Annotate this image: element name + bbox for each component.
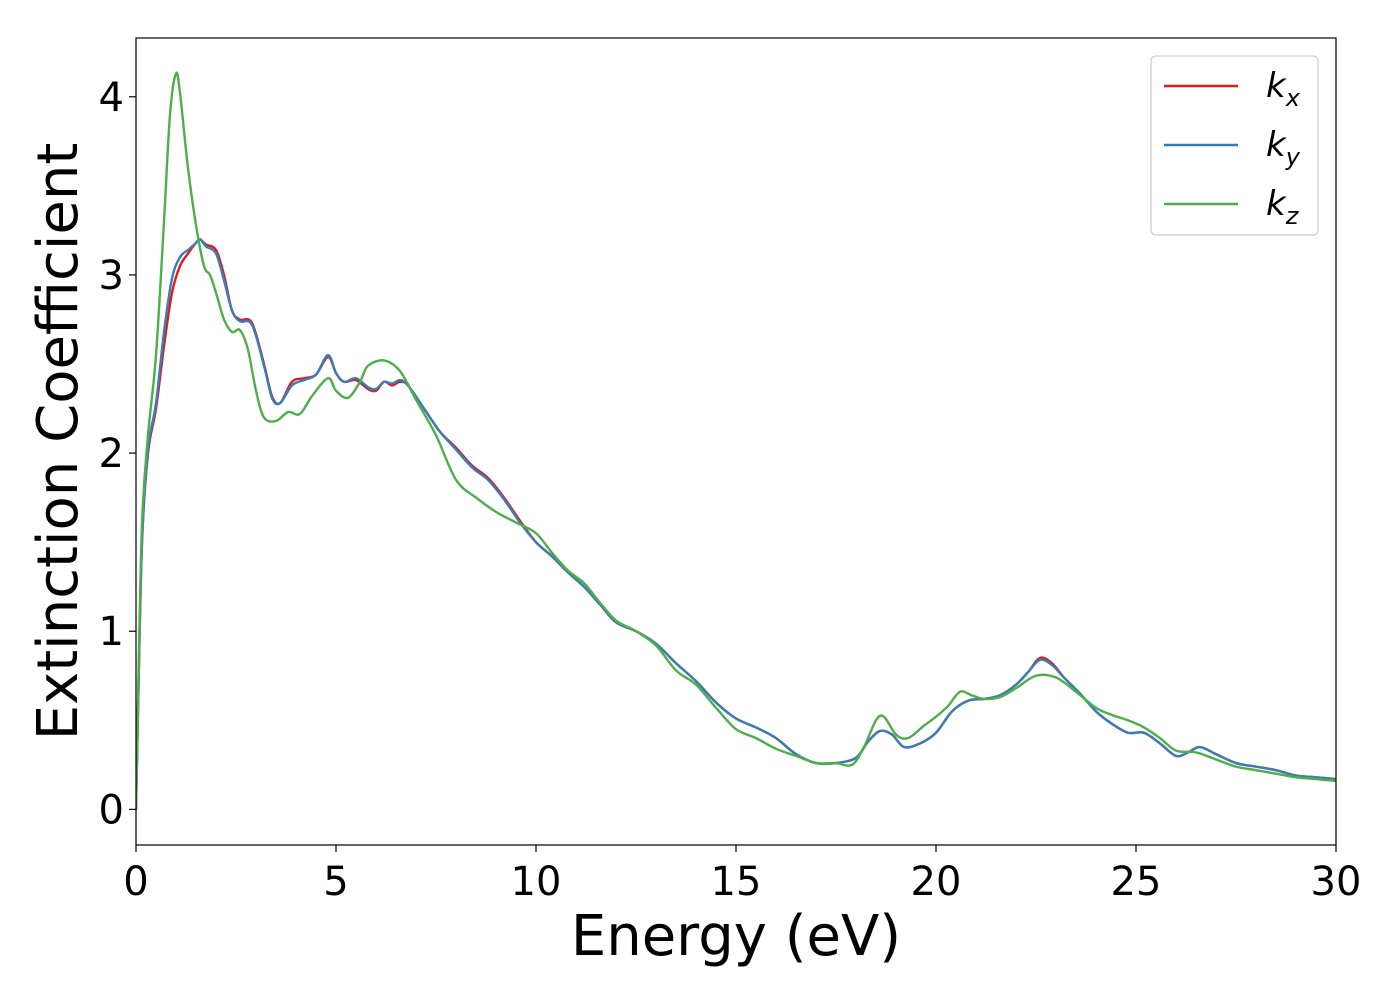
x-tick-label: 15 <box>711 859 762 905</box>
y-axis-title: Extinction Coefficient <box>26 143 91 741</box>
x-axis-title: Energy (eV) <box>571 904 901 969</box>
x-tick-label: 10 <box>511 859 562 905</box>
series-layer <box>136 71 1336 811</box>
y-tick-label: 2 <box>99 431 124 477</box>
x-axis-ticks: 0 5 10 15 20 25 30 <box>123 845 1361 905</box>
y-tick-label: 1 <box>99 609 124 655</box>
y-axis-ticks: 0 1 2 3 4 <box>99 75 136 833</box>
legend: kx ky kz <box>1150 55 1319 236</box>
x-tick-label: 5 <box>323 859 348 905</box>
legend-label-kz: kz <box>1266 184 1300 230</box>
x-tick-label: 30 <box>1311 859 1362 905</box>
x-tick-label: 20 <box>911 859 962 905</box>
x-tick-label: 0 <box>123 859 148 905</box>
legend-label-ky: ky <box>1266 125 1301 171</box>
y-tick-label: 0 <box>99 787 124 833</box>
legend-label-kx: kx <box>1266 66 1301 112</box>
y-tick-label: 4 <box>99 75 124 121</box>
series-line-kz <box>136 71 1336 811</box>
x-tick-label: 25 <box>1111 859 1162 905</box>
y-tick-label: 3 <box>99 253 124 299</box>
